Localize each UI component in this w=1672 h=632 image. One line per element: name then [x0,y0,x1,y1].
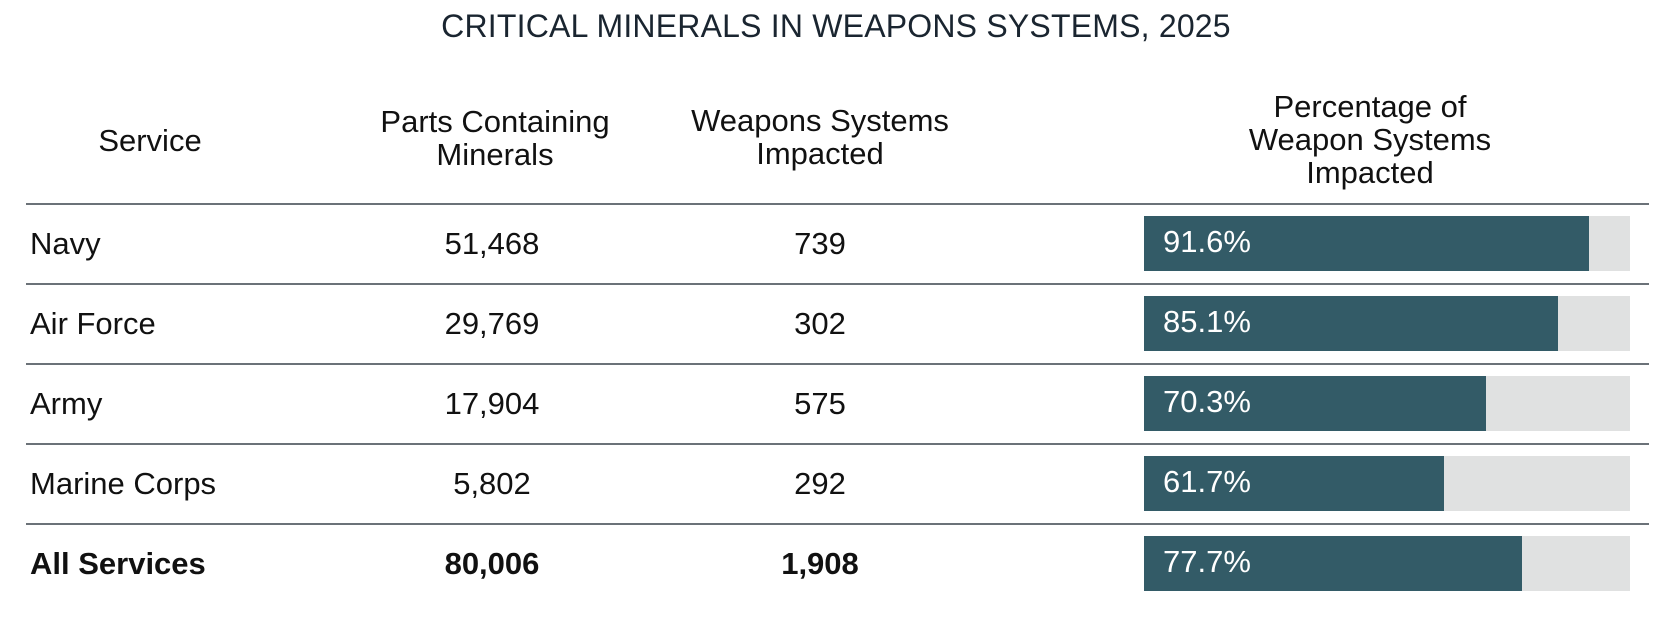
header-rule [26,203,1649,205]
row-percentage-bar-track: 91.6% [1144,216,1630,271]
column-header-percentage: Percentage of Weapon Systems Impacted [1248,89,1492,190]
row-percentage-label: 70.3% [1163,384,1251,419]
row-weapons-value: 575 [794,386,846,421]
row-service-label: Navy [30,226,101,261]
row-service-label: Air Force [30,306,156,341]
row-parts-value: 17,904 [444,386,540,421]
table-row: Marine Corps 5,802 292 61.7% [0,445,1672,523]
row-divider [26,363,1649,365]
row-percentage-bar-track: 70.3% [1144,376,1630,431]
row-weapons-value: 302 [794,306,846,341]
total-row: All Services 80,006 1,908 77.7% [0,525,1672,603]
column-header-service: Service [98,123,202,158]
row-weapons-value: 292 [794,466,846,501]
total-service-label: All Services [30,546,206,581]
total-weapons-value: 1,908 [781,546,859,581]
row-percentage-bar [1144,216,1590,271]
row-percentage-bar [1144,456,1444,511]
table-row: Army 17,904 575 70.3% [0,365,1672,443]
row-parts-value: 51,468 [444,226,540,261]
total-percentage-bar [1144,536,1522,591]
row-parts-value: 5,802 [453,466,531,501]
row-divider [26,283,1649,285]
row-percentage-bar-track: 85.1% [1144,296,1630,351]
table-row: Navy 51,468 739 91.6% [0,205,1672,283]
total-parts-value: 80,006 [444,546,540,581]
row-divider [26,523,1649,525]
row-parts-value: 29,769 [444,306,540,341]
column-header-weapons: Weapons Systems Impacted [691,103,949,171]
chart-title: CRITICAL MINERALS IN WEAPONS SYSTEMS, 20… [441,8,1231,44]
column-header-parts: Parts Containing Minerals [380,104,610,172]
row-percentage-label: 61.7% [1163,464,1251,499]
row-percentage-bar-track: 61.7% [1144,456,1630,511]
row-percentage-bar [1144,376,1486,431]
total-percentage-label: 77.7% [1163,544,1251,579]
row-service-label: Army [30,386,103,421]
row-percentage-label: 85.1% [1163,304,1251,339]
table-row: Air Force 29,769 302 85.1% [0,285,1672,363]
row-weapons-value: 739 [794,226,846,261]
row-percentage-bar [1144,296,1558,351]
row-divider [26,443,1649,445]
row-service-label: Marine Corps [30,466,217,501]
row-percentage-label: 91.6% [1163,224,1251,259]
total-percentage-bar-track: 77.7% [1144,536,1630,591]
